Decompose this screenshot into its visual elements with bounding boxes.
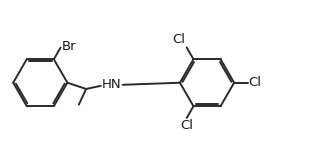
- Text: HN: HN: [102, 78, 122, 91]
- Text: Br: Br: [62, 40, 76, 53]
- Text: Cl: Cl: [173, 33, 186, 46]
- Text: Cl: Cl: [180, 119, 193, 132]
- Text: Cl: Cl: [249, 76, 262, 89]
